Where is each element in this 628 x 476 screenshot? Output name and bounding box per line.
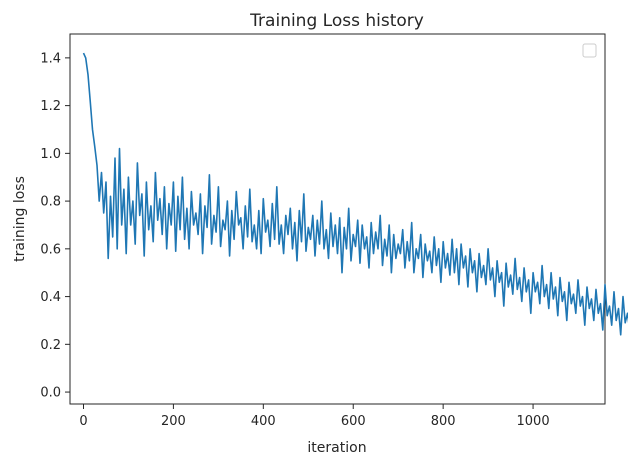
- x-tick-label: 800: [431, 414, 456, 429]
- x-axis-label: iteration: [307, 440, 366, 456]
- y-tick-label: 1.4: [40, 51, 61, 66]
- chart-title: Training Loss history: [249, 11, 424, 31]
- legend-box: [583, 44, 596, 57]
- y-tick-label: 1.2: [40, 99, 61, 114]
- y-tick-label: 0.8: [40, 195, 61, 210]
- y-tick-label: 1.0: [40, 147, 61, 162]
- y-tick-label: 0.0: [40, 386, 61, 401]
- x-tick-label: 1000: [517, 414, 550, 429]
- x-tick-label: 0: [79, 414, 87, 429]
- y-axis-label: training loss: [12, 176, 28, 262]
- x-tick-label: 400: [251, 414, 276, 429]
- y-tick-label: 0.4: [40, 290, 61, 305]
- x-tick-label: 200: [161, 414, 186, 429]
- y-tick-label: 0.2: [40, 338, 61, 353]
- x-tick-label: 600: [341, 414, 366, 429]
- y-tick-label: 0.6: [40, 242, 61, 257]
